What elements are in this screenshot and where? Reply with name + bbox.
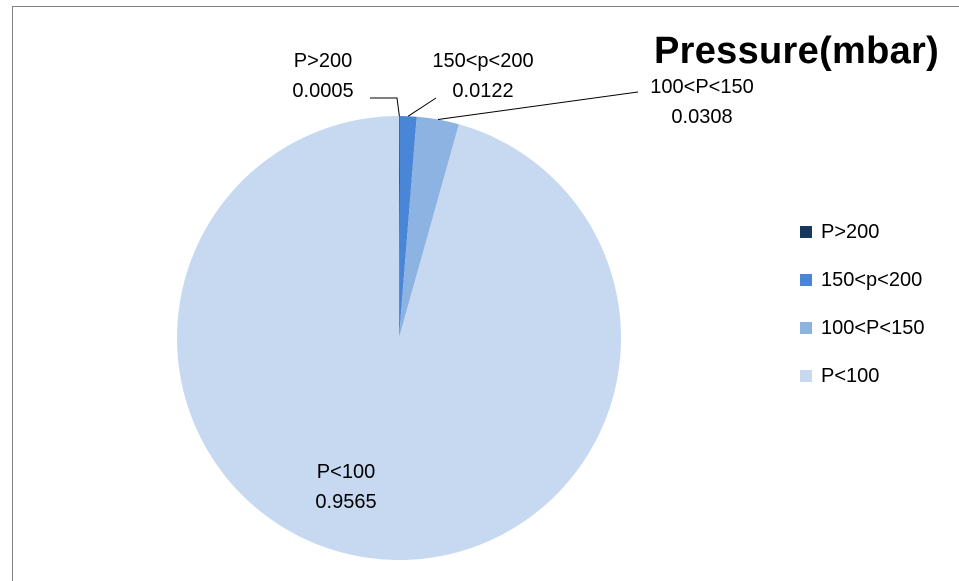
data-label-value-3: 0.9565 (315, 491, 376, 513)
legend-label-p-over-200: P>200 (821, 220, 880, 243)
leader-line-2 (437, 91, 639, 120)
data-label-category-2: 100<P<150 (650, 76, 753, 98)
legend-swatch-100-150 (800, 322, 812, 334)
legend-item-150-200: 150<p<200 (800, 256, 924, 304)
chart-title: Pressure(mbar) (654, 30, 940, 72)
data-label-value-1: 0.0122 (452, 80, 513, 102)
leader-line-1 (407, 97, 437, 117)
legend-label-100-150: 100<P<150 (821, 316, 925, 339)
legend: P>200 150<p<200 100<P<150 P<100 (800, 208, 924, 400)
leader-line-0 (370, 97, 400, 117)
data-label-category-0: P>200 (294, 50, 352, 72)
pie-slice-0 (399, 116, 400, 338)
legend-item-p-over-200: P>200 (800, 208, 924, 256)
pie-slice-2 (399, 116, 459, 338)
legend-label-150-200: 150<p<200 (821, 268, 923, 291)
data-label-category-1: 150<p<200 (432, 50, 533, 72)
legend-swatch-150-200 (800, 274, 812, 286)
legend-swatch-p-over-200 (800, 226, 812, 238)
legend-swatch-p-under-100 (800, 370, 812, 382)
data-label-value-0: 0.0005 (292, 80, 353, 102)
data-label-category-3: P<100 (317, 461, 375, 483)
legend-label-p-under-100: P<100 (821, 364, 880, 387)
pie-slice-3 (176, 116, 621, 560)
legend-item-p-under-100: P<100 (800, 352, 924, 400)
chart-border-left (12, 6, 13, 581)
chart-border-top (12, 6, 959, 7)
pie-slice-1 (399, 116, 417, 338)
data-label-value-2: 0.0308 (671, 106, 732, 128)
legend-item-100-150: 100<P<150 (800, 304, 924, 352)
